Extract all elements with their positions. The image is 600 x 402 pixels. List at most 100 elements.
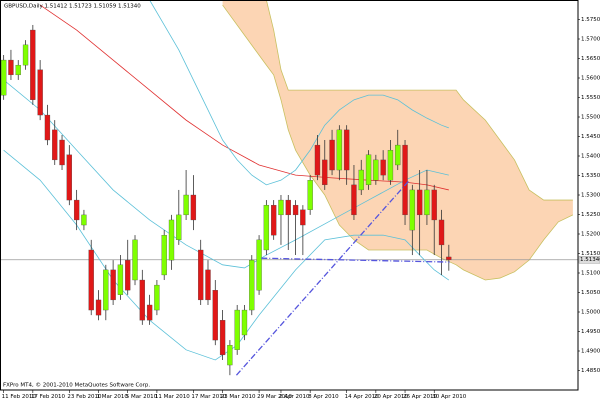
candle-body — [300, 209, 306, 226]
cloud-edge — [222, 4, 574, 281]
candle-body — [52, 129, 58, 161]
candle-body — [402, 144, 408, 216]
candle-body — [59, 139, 65, 166]
current-price-box — [578, 256, 600, 264]
candle-body — [154, 284, 160, 311]
candle-body — [219, 320, 226, 356]
y-tick-label: 1.48500 — [581, 368, 600, 374]
candle-body — [336, 129, 343, 171]
candle-body — [285, 199, 291, 216]
candle-body — [73, 199, 80, 221]
candle-body — [139, 279, 145, 321]
candle-body — [416, 189, 423, 216]
x-tick-label: 20 Apr 2010 — [374, 394, 409, 400]
y-tick-label: 1.51000 — [581, 271, 600, 277]
candle-body — [132, 239, 138, 281]
candle-body — [424, 189, 430, 216]
axes: 1.48500 1.49000 1.49500 1.50000 1.50500 1.510… — [2, 17, 600, 400]
candle-body — [373, 159, 379, 181]
y-tick-label: 1.50000 — [581, 310, 600, 316]
y-tick-label: 1.49500 — [581, 329, 600, 335]
candle-body — [8, 59, 14, 76]
candle-body — [256, 239, 262, 291]
candle-body — [351, 184, 357, 216]
trendline — [235, 179, 410, 376]
y-tick-label: 1.55500 — [581, 95, 600, 101]
y-tick-label: 1.50500 — [581, 290, 600, 296]
x-tick-label: 29 Mar 2010 — [257, 394, 292, 400]
candle-body — [322, 159, 328, 186]
x-tick-label: 17 Mar 2010 — [191, 394, 226, 400]
candle-body — [263, 204, 270, 251]
y-tick-label: 1.54000 — [581, 154, 600, 160]
y-tick-label: 1.49000 — [581, 349, 600, 355]
y-tick-label: 1.55000 — [581, 115, 600, 121]
candle-body — [227, 344, 233, 366]
x-tick-label: 17 Feb 2010 — [31, 394, 66, 400]
candle-body — [30, 29, 36, 100]
candle-body — [103, 269, 109, 311]
candle-body — [358, 169, 364, 191]
plot-frame — [0, 0, 579, 391]
candle-body — [146, 304, 153, 321]
candle-body — [44, 114, 51, 141]
x-tick-label: 5 Mar 2010 — [126, 394, 158, 400]
chart-title: GBPUSD,Daily 1.51412 1.51723 1.51059 1.5… — [4, 4, 141, 10]
trendline — [261, 257, 450, 263]
x-tick-label: 11 Feb 2010 — [2, 394, 37, 400]
candle-body — [212, 290, 218, 341]
candle-body — [292, 204, 299, 216]
candle-body — [431, 189, 437, 221]
x-tick-label: 23 Mar 2010 — [221, 394, 256, 400]
candle-body — [344, 129, 350, 171]
candle-body — [110, 269, 116, 301]
candle-body — [125, 259, 131, 291]
y-tick-label: 1.57500 — [581, 17, 600, 23]
candle-body — [329, 139, 335, 171]
x-tick-label: 11 Mar 2010 — [155, 394, 190, 400]
x-tick-label: 26 Apr 2010 — [403, 394, 438, 400]
candle-body — [176, 214, 182, 240]
candle-body — [249, 259, 255, 311]
candle-body — [380, 159, 386, 176]
y-tick-label: 1.52500 — [581, 212, 600, 218]
y-tick-label: 1.56500 — [581, 56, 600, 62]
plot-area — [0, 0, 578, 376]
candle-body — [117, 264, 124, 295]
current-price-label: 1.51340 — [580, 257, 600, 263]
x-tick-label: 8 Apr 2010 — [308, 394, 339, 400]
candle-body — [307, 180, 313, 210]
candle-body — [198, 249, 204, 301]
candle-body — [365, 154, 372, 186]
candle-body — [446, 256, 452, 260]
candle-body — [190, 194, 197, 221]
candle-body — [395, 144, 401, 166]
y-tick-label: 1.53500 — [581, 173, 600, 179]
x-tick-label: 2 Apr 2010 — [279, 394, 310, 400]
indicator-line — [3, 149, 450, 361]
candle-body — [271, 204, 277, 236]
candle-body — [81, 214, 87, 226]
candle-body — [22, 44, 29, 66]
candle-body — [234, 309, 240, 350]
candle-body — [66, 154, 72, 201]
y-tick-label: 1.51500 — [581, 251, 600, 257]
y-tick-label: 1.54500 — [581, 134, 600, 140]
candle-body — [409, 189, 415, 231]
cloud-edge — [222, 0, 573, 201]
y-tick-label: 1.57000 — [581, 37, 600, 43]
candle-body — [88, 249, 94, 311]
x-tick-label: 30 Apr 2010 — [432, 394, 467, 400]
candle-body — [161, 235, 167, 276]
y-tick-label: 1.56000 — [581, 76, 600, 82]
candle-body — [205, 269, 211, 301]
y-tick-label: 1.52000 — [581, 232, 600, 238]
indicator-line — [3, 79, 449, 269]
candle-body — [183, 194, 189, 216]
indicator-line — [149, 0, 449, 186]
candle-body — [15, 64, 21, 76]
candle-body — [241, 309, 248, 336]
candle-body — [168, 219, 175, 261]
candle-body — [95, 299, 102, 316]
